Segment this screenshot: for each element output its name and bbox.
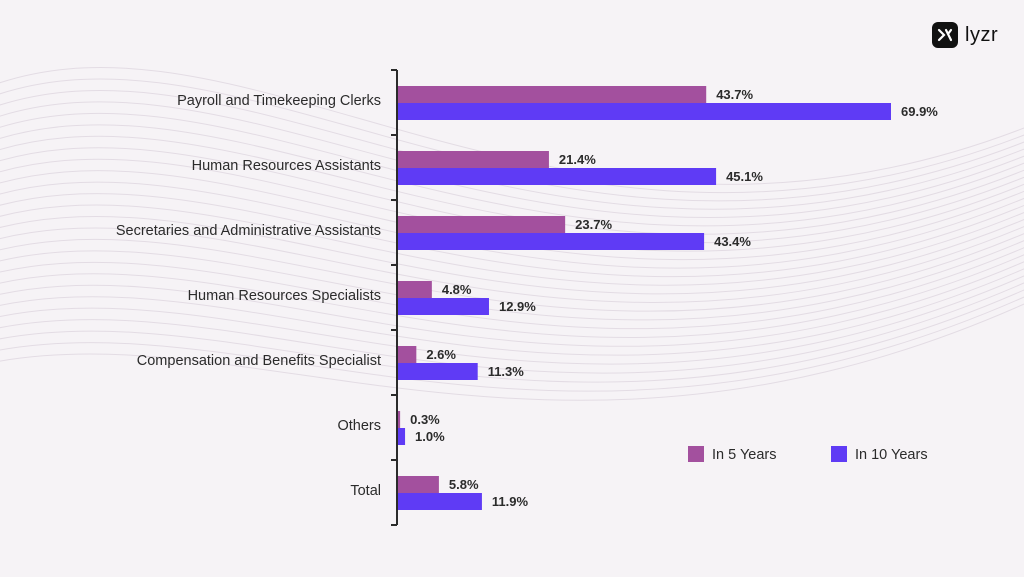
background-wave-line	[0, 124, 1024, 227]
data-label: 21.4%	[559, 152, 596, 167]
bar-in-5-years	[398, 216, 566, 233]
legend-label: In 10 Years	[855, 447, 928, 463]
bar-in-5-years	[398, 151, 549, 168]
bar-in-10-years	[398, 428, 406, 445]
data-label: 43.4%	[714, 234, 751, 249]
background-wave-line	[0, 225, 1024, 303]
legend-label: In 5 Years	[712, 447, 777, 463]
background-wave-line	[0, 78, 1024, 194]
background-wave-line	[0, 216, 1024, 295]
data-label: 11.9%	[492, 494, 529, 509]
bar-in-5-years	[398, 346, 417, 363]
background-wave-line	[0, 147, 1024, 244]
background-wave-line	[0, 282, 1024, 374]
category-label: Total	[350, 483, 381, 499]
lyzr-logo-icon	[932, 22, 958, 48]
category-label: Human Resources Assistants	[192, 158, 381, 174]
bar-in-10-years	[398, 493, 482, 510]
legend-swatch-in-5-years	[688, 446, 704, 462]
background-wave-line	[0, 135, 1024, 235]
data-label: 45.1%	[726, 169, 763, 184]
background-wave-line	[0, 296, 1024, 392]
data-label: 11.3%	[488, 364, 525, 379]
category-label: Secretaries and Administrative Assistant…	[116, 223, 381, 239]
bar-in-10-years	[398, 363, 478, 380]
bar-in-5-years	[398, 411, 401, 428]
brand-name: lyzr	[965, 23, 999, 46]
brand-logo: lyzr	[932, 22, 998, 48]
background-wave-line	[0, 67, 1024, 185]
background-wave-line	[0, 254, 1024, 338]
category-label: Payroll and Timekeeping Clerks	[177, 93, 381, 109]
data-label: 2.6%	[426, 347, 456, 362]
data-label: 0.3%	[410, 412, 440, 427]
bar-in-10-years	[398, 103, 891, 120]
data-label: 4.8%	[442, 282, 472, 297]
bar-in-5-years	[398, 281, 432, 298]
bar-in-5-years	[398, 476, 439, 493]
legend-swatch-in-10-years	[831, 446, 847, 462]
background-wave-line	[0, 204, 1024, 286]
data-label: 5.8%	[449, 477, 479, 492]
bar-in-10-years	[398, 168, 717, 185]
category-label: Compensation and Benefits Specialist	[137, 353, 381, 369]
bar-in-5-years	[398, 86, 707, 103]
bar-in-10-years	[398, 233, 705, 250]
background-wave-line	[0, 268, 1024, 356]
category-label: Others	[337, 418, 381, 434]
data-label: 43.7%	[716, 87, 753, 102]
data-label: 12.9%	[499, 299, 536, 314]
category-label: Human Resources Specialists	[188, 288, 381, 304]
background-wave-line	[0, 275, 1024, 365]
bar-in-10-years	[398, 298, 489, 315]
data-label: 23.7%	[575, 217, 612, 232]
background-wave-line	[0, 303, 1024, 401]
background-wave-line	[0, 261, 1024, 347]
data-label: 1.0%	[415, 429, 445, 444]
data-label: 69.9%	[901, 104, 938, 119]
background-wave-line	[0, 193, 1024, 278]
